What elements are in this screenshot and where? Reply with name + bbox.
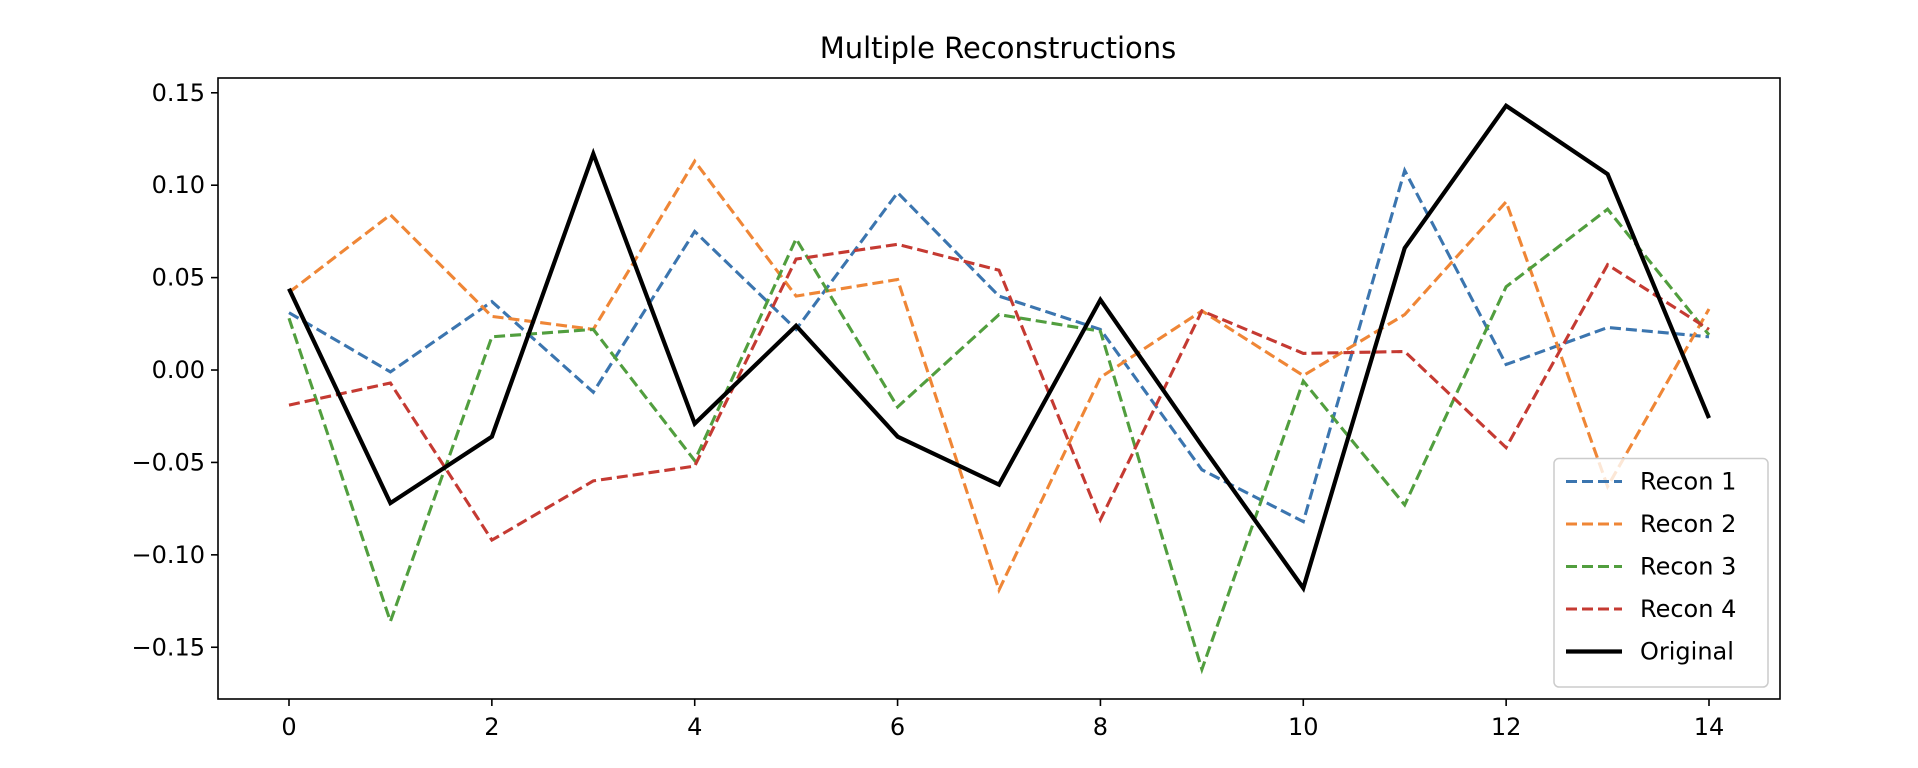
chart-title: Multiple Reconstructions [820,31,1177,65]
x-tick-label: 4 [687,713,702,741]
legend-label-4: Recon 4 [1640,595,1736,623]
y-tick-label: 0.00 [152,356,205,384]
y-tick-label: −0.10 [131,541,205,569]
x-tick-label: 2 [484,713,499,741]
x-tick-label: 10 [1288,713,1319,741]
y-tick-label: 0.15 [152,79,205,107]
x-tick-label: 14 [1694,713,1725,741]
series-layer [287,102,1711,675]
y-tick-label: −0.15 [131,633,205,661]
x-tick-label: 6 [890,713,905,741]
plot-frame [217,77,1781,700]
series-line-2 [288,158,1711,595]
x-tick-label: 12 [1491,713,1522,741]
legend-label-5: Original [1640,638,1734,666]
legend: Recon 1 Recon 2 Recon 3 Recon 4 Original [1553,457,1769,688]
legend-label-2: Recon 2 [1640,510,1736,538]
legend-box [1553,457,1769,688]
y-tick-label: 0.10 [152,171,205,199]
x-axis: 0 2 4 6 8 10 12 14 [281,699,1724,741]
series-line-5 [287,102,1711,593]
x-tick-label: 0 [281,713,296,741]
series-line-3 [287,207,1711,675]
y-axis: 0.15 0.10 0.05 0.00 −0.05 −0.10 −0.15 [131,79,218,661]
legend-label-1: Recon 1 [1640,468,1736,496]
y-tick-label: 0.05 [152,264,205,292]
series-line-4 [288,242,1710,543]
x-tick-label: 8 [1093,713,1108,741]
y-tick-label: −0.05 [131,448,205,476]
series-line-1 [288,166,1710,524]
legend-label-3: Recon 3 [1640,553,1736,581]
